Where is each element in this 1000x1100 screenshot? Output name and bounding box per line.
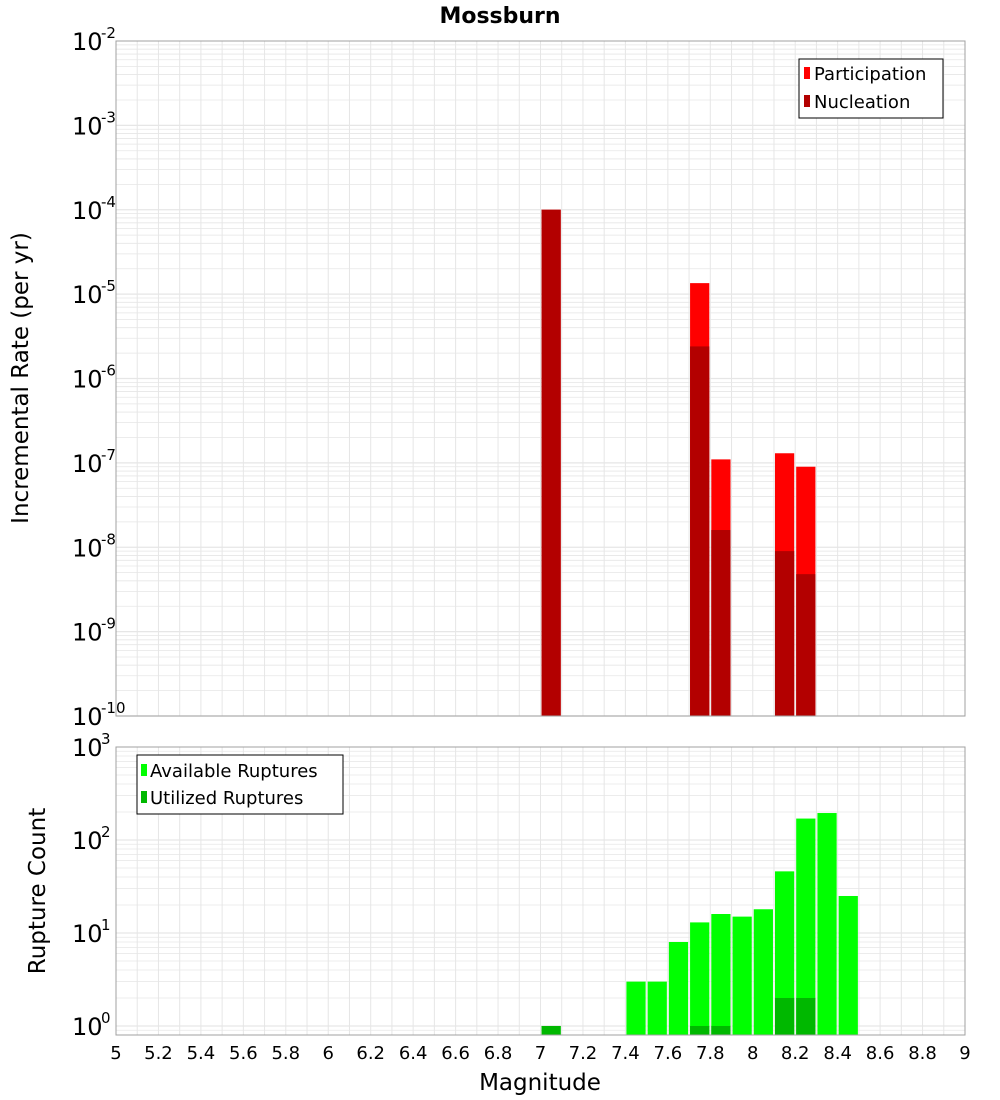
chart-title: Mossburn (439, 4, 560, 29)
nucleation-bar (541, 209, 561, 716)
x-tick-label: 6.8 (484, 1043, 513, 1064)
nucleation-bar (774, 551, 795, 716)
available-ruptures-bar (838, 895, 858, 1035)
x-tick-label: 6.2 (356, 1043, 385, 1064)
y-tick-exponent: -8 (101, 530, 116, 548)
rate-legend: Participation Nucleation (798, 58, 944, 119)
x-tick-label: 8.4 (823, 1043, 852, 1064)
x-tick-label: 7.6 (654, 1043, 683, 1064)
available-ruptures-bar (732, 916, 752, 1035)
x-tick-label: 5.6 (229, 1043, 258, 1064)
utilized-ruptures-bar (796, 997, 816, 1035)
x-tick-label: 5.8 (271, 1043, 300, 1064)
y-tick-exponent: -7 (101, 446, 116, 464)
x-axis-ticks: 5 5.2 5.4 5.6 5.8 6 6.2 6.4 6.6 6.8 7 7.2 7.4 7.6 7.8 8… (110, 1043, 970, 1064)
x-tick-label: 5.2 (144, 1043, 173, 1064)
legend-label-participation: Participation (814, 64, 926, 85)
rate-y-axis-label: Incremental Rate (per yr) (8, 232, 34, 524)
count-plot-frame (115, 746, 966, 1036)
legend-swatch-utilized (141, 791, 147, 803)
y-tick-label: 10 (72, 112, 103, 140)
utilized-ruptures-bar (541, 1025, 561, 1035)
x-tick-label: 6.4 (399, 1043, 428, 1064)
y-tick-exponent: -5 (101, 277, 116, 295)
rate-bars (541, 209, 816, 716)
y-tick-exponent: 2 (101, 823, 111, 841)
y-tick-label: 10 (72, 619, 103, 647)
y-tick-exponent: 3 (101, 730, 111, 748)
x-tick-label: 8 (747, 1043, 758, 1064)
y-tick-exponent: 1 (101, 916, 111, 934)
y-tick-exponent: -4 (101, 193, 116, 211)
rate-y-ticks: 10-210-310-410-510-610-710-810-910-10 (72, 24, 126, 731)
available-ruptures-bar (626, 981, 646, 1035)
y-tick-label: 10 (72, 281, 103, 309)
available-ruptures-bar (796, 818, 816, 1035)
y-tick-label: 10 (72, 534, 103, 562)
nucleation-bar (796, 574, 816, 716)
rate-plot-frame (115, 40, 966, 717)
rate-panel: 10-210-310-410-510-610-710-810-910-10 In… (8, 24, 966, 731)
y-tick-label: 10 (72, 366, 103, 394)
nucleation-bar (711, 530, 731, 716)
y-tick-exponent: -3 (101, 108, 116, 126)
utilized-ruptures-bar (690, 1025, 710, 1035)
x-tick-label: 7.4 (611, 1043, 640, 1064)
y-tick-label: 10 (72, 1013, 103, 1041)
y-tick-label: 10 (72, 734, 103, 762)
available-ruptures-bar (711, 914, 731, 1035)
legend-label-nucleation: Nucleation (814, 92, 910, 113)
x-tick-label: 7.2 (569, 1043, 598, 1064)
y-tick-label: 10 (72, 703, 103, 731)
available-ruptures-bar (817, 813, 837, 1035)
y-tick-exponent: -10 (101, 699, 126, 717)
legend-swatch-nucleation (804, 95, 810, 107)
y-tick-label: 10 (72, 28, 103, 56)
utilized-ruptures-bar (774, 997, 795, 1035)
x-tick-label: 6.6 (441, 1043, 470, 1064)
available-ruptures-bar (753, 909, 773, 1035)
y-tick-label: 10 (72, 920, 103, 948)
rate-legend-box (798, 58, 944, 119)
available-ruptures-bar (647, 981, 667, 1035)
y-tick-label: 10 (72, 197, 103, 225)
y-tick-exponent: -6 (101, 362, 116, 380)
legend-swatch-available (141, 764, 147, 776)
available-ruptures-bar (668, 942, 689, 1035)
x-tick-label: 6 (323, 1043, 334, 1064)
x-tick-label: 5.4 (187, 1043, 216, 1064)
x-tick-label: 8.6 (866, 1043, 895, 1064)
count-y-axis-label: Rupture Count (25, 808, 51, 974)
x-tick-label: 8.2 (781, 1043, 810, 1064)
utilized-ruptures-bar (711, 1025, 731, 1035)
y-tick-label: 10 (72, 827, 103, 855)
y-tick-exponent: -2 (101, 24, 116, 42)
rate-gridlines (115, 41, 966, 717)
legend-label-utilized: Utilized Ruptures (150, 788, 303, 809)
y-tick-exponent: 0 (101, 1009, 111, 1027)
count-bars (541, 813, 858, 1035)
x-tick-label: 8.8 (908, 1043, 937, 1064)
y-tick-exponent: -9 (101, 615, 116, 633)
x-tick-label: 7.8 (696, 1043, 725, 1064)
x-tick-label: 7 (535, 1043, 546, 1064)
count-legend-box (136, 754, 344, 815)
x-tick-label: 5 (110, 1043, 121, 1064)
available-ruptures-bar (690, 922, 710, 1035)
legend-label-available: Available Ruptures (150, 761, 318, 782)
count-legend: Available Ruptures Utilized Ruptures (136, 754, 344, 815)
nucleation-bar (690, 346, 710, 716)
x-axis-label: Magnitude (479, 1070, 601, 1096)
legend-swatch-participation (804, 67, 810, 79)
x-tick-label: 9 (959, 1043, 970, 1064)
y-tick-label: 10 (72, 450, 103, 478)
available-ruptures-bar (774, 871, 795, 1035)
